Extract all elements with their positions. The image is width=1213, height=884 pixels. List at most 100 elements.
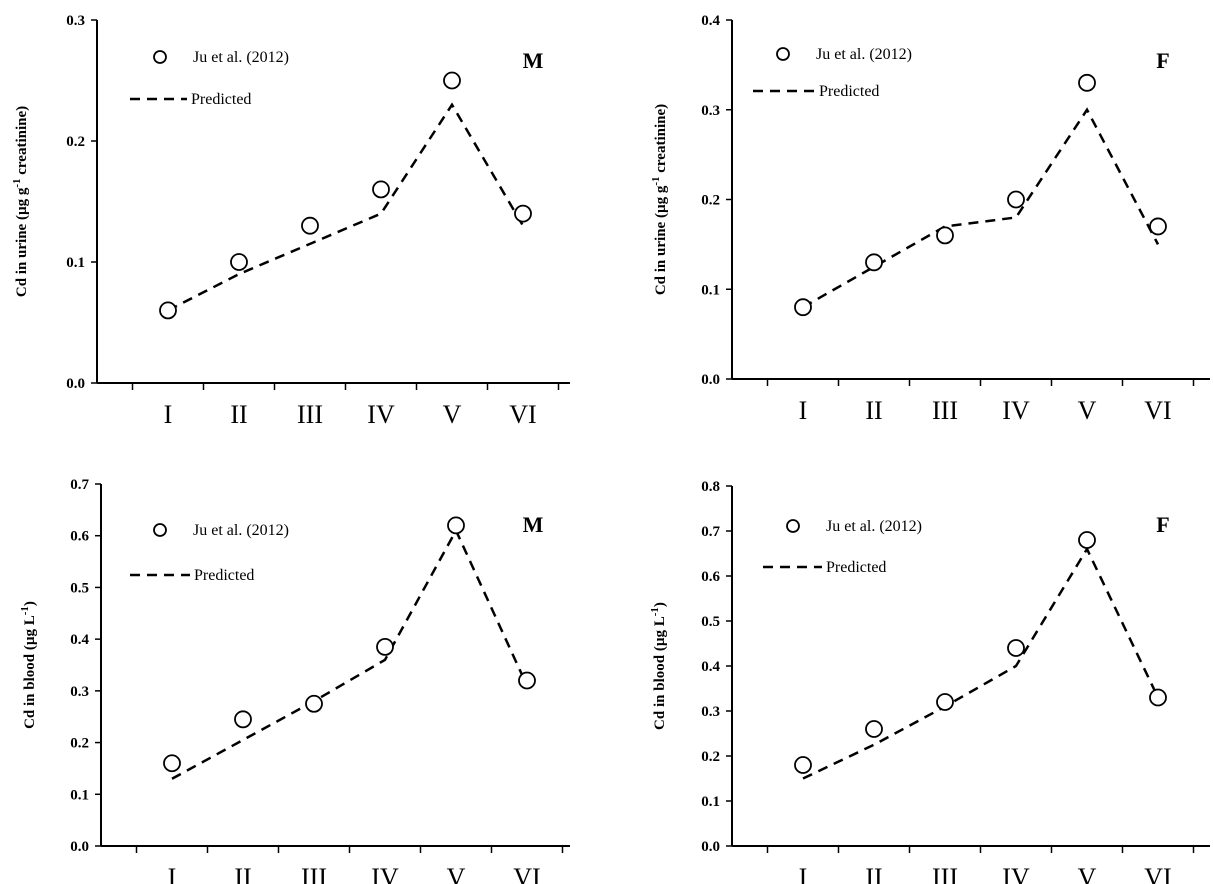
legend-observed-marker <box>776 47 790 61</box>
legend-observed-label: Ju et al. (2012) <box>816 46 912 63</box>
y-tick-label: 0.4 <box>701 659 720 675</box>
legend-predicted-label: Predicted <box>826 559 886 576</box>
observed-point <box>301 216 319 235</box>
y-axis-label: Cd in blood (µg L-1) <box>649 602 668 730</box>
x-tick-label: III <box>932 396 958 425</box>
observed-point <box>1078 531 1096 549</box>
x-tick-label: IV <box>371 863 399 884</box>
y-tick-label: 0.7 <box>70 477 89 493</box>
panel-tag: M <box>523 48 544 73</box>
observed-point <box>376 638 394 656</box>
y-tick-label: 0.3 <box>70 684 89 700</box>
x-tick-label: IV <box>1002 396 1030 425</box>
x-tick-label: VI <box>1144 863 1171 884</box>
y-tick-label: 0.3 <box>701 704 720 720</box>
observed-point <box>230 253 248 271</box>
x-tick-label: II <box>865 396 882 425</box>
x-tick-label: VI <box>509 400 536 429</box>
observed-point <box>794 298 812 317</box>
y-axis-label: Cd in urine (µg g-1 creatinine) <box>11 106 30 297</box>
observed-point <box>1149 688 1167 707</box>
y-tick-label: 0.2 <box>70 736 89 752</box>
y-tick-label: 0.3 <box>701 103 720 119</box>
observed-point <box>159 301 177 320</box>
legend-predicted-label: Predicted <box>819 83 879 100</box>
observed-point <box>447 516 465 535</box>
y-tick-label: 0.8 <box>701 479 720 495</box>
legend-observed-marker <box>153 50 167 64</box>
legend-observed-label: Ju et al. (2012) <box>193 522 289 539</box>
chart-panel-4: 0.00.10.20.30.40.50.60.70.8I II III IV V VICd… <box>649 479 1210 884</box>
x-tick-label: II <box>234 863 251 884</box>
y-tick-label: 0.3 <box>66 13 85 29</box>
panel-tag: F <box>1156 512 1169 537</box>
x-tick-label: V <box>447 863 466 884</box>
panel-tag: M <box>523 512 544 537</box>
x-tick-label: I <box>799 863 808 884</box>
observed-point <box>794 756 812 774</box>
x-tick-label: III <box>932 863 958 884</box>
observed-point <box>865 253 883 272</box>
legend-predicted-label: Predicted <box>194 567 254 584</box>
x-tick-label: III <box>301 863 327 884</box>
observed-point <box>1007 190 1025 209</box>
x-tick-label: VI <box>513 863 540 884</box>
y-tick-label: 0.0 <box>701 372 720 388</box>
observed-point <box>1149 217 1167 236</box>
x-tick-label: I <box>168 863 177 884</box>
observed-point <box>234 710 252 729</box>
x-tick-label: VI <box>1144 396 1171 425</box>
x-tick-label: II <box>230 400 247 429</box>
observed-point <box>518 671 536 690</box>
y-tick-label: 0.6 <box>70 529 89 545</box>
y-axis-label: Cd in urine (µg g-1 creatinine) <box>650 104 669 295</box>
y-axis-label: Cd in blood (µg L-1) <box>19 601 38 729</box>
y-tick-label: 0.1 <box>701 794 720 810</box>
y-tick-label: 0.4 <box>701 13 720 29</box>
observed-point <box>936 693 954 711</box>
x-tick-label: I <box>164 400 173 429</box>
observed-point <box>305 694 323 713</box>
x-tick-label: V <box>1078 863 1097 884</box>
observed-point <box>443 71 461 90</box>
observed-point <box>163 754 181 773</box>
y-tick-label: 0.0 <box>70 839 89 855</box>
observed-point <box>865 720 883 738</box>
x-tick-label: V <box>443 400 462 429</box>
x-tick-label: V <box>1078 396 1097 425</box>
legend-observed-marker <box>786 519 800 533</box>
legend-predicted-label: Predicted <box>191 91 251 108</box>
y-tick-label: 0.0 <box>701 839 720 855</box>
x-tick-label: IV <box>1002 863 1030 884</box>
panel-tag: F <box>1156 48 1169 73</box>
legend-observed-label: Ju et al. (2012) <box>193 49 289 66</box>
y-tick-label: 0.0 <box>66 376 85 392</box>
predicted-series-line <box>802 546 1160 780</box>
y-tick-label: 0.2 <box>701 193 720 209</box>
y-tick-label: 0.7 <box>701 524 720 540</box>
predicted-series-line <box>802 107 1160 309</box>
y-tick-label: 0.2 <box>701 749 720 765</box>
y-tick-label: 0.5 <box>70 580 89 596</box>
observed-point <box>936 226 954 245</box>
observed-point <box>1078 73 1096 92</box>
y-tick-label: 0.1 <box>70 787 89 803</box>
legend-observed-marker <box>153 523 167 537</box>
y-tick-label: 0.2 <box>66 134 85 150</box>
predicted-series-line <box>167 102 525 312</box>
observed-point <box>514 204 532 223</box>
y-tick-label: 0.1 <box>701 282 720 298</box>
x-tick-label: II <box>865 863 882 884</box>
observed-point <box>1007 639 1025 657</box>
x-tick-label: IV <box>367 400 395 429</box>
observed-point <box>372 180 390 199</box>
x-tick-label: I <box>799 396 808 425</box>
y-tick-label: 0.6 <box>701 569 720 585</box>
y-tick-label: 0.1 <box>66 255 85 271</box>
legend-observed-label: Ju et al. (2012) <box>826 518 922 535</box>
y-tick-label: 0.5 <box>701 614 720 630</box>
